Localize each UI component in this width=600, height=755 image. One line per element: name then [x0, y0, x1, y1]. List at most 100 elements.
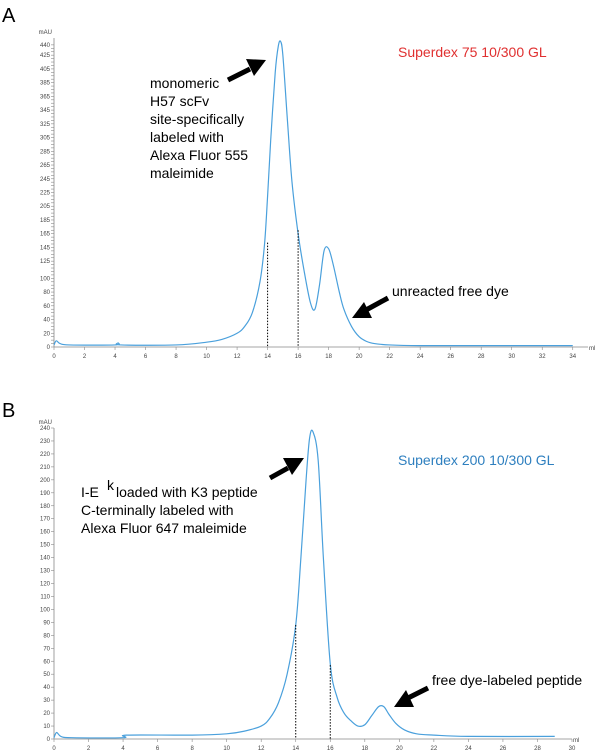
x-tick-label: 20	[356, 354, 363, 360]
y-unit-label: mAU	[39, 30, 52, 36]
y-tick-label: 220	[40, 452, 51, 458]
annotation-line: I-E	[81, 484, 99, 500]
annotation-line: labeled with	[150, 129, 224, 145]
x-tick-label: 6	[144, 354, 148, 360]
x-tick-label: 32	[539, 354, 546, 360]
plot-area-b	[53, 429, 555, 739]
x-unit-label: ml	[589, 346, 595, 352]
annotation-line: site-specifically	[150, 111, 244, 127]
x-tick-label: 4	[113, 354, 117, 360]
x-tick-label: 24	[417, 354, 424, 360]
y-tick-label: 110	[40, 594, 50, 600]
annotation-line: H57 scFv	[150, 93, 209, 109]
y-tick-label: 230	[40, 439, 51, 445]
arrow-icon	[394, 685, 430, 707]
x-tick-label: 2	[83, 354, 87, 360]
x-tick-label: 26	[500, 746, 507, 752]
y-tick-label: 40	[43, 318, 50, 324]
axes-a: 0204060801001251451651852052252452652853…	[39, 30, 596, 360]
column-label-b: Superdex 200 10/300 GL	[398, 452, 555, 468]
x-tick-label: 10	[223, 746, 230, 752]
x-tick-label: 14	[292, 746, 299, 752]
y-tick-label: 80	[43, 290, 50, 296]
y-tick-label: 425	[40, 53, 51, 59]
annotation-free-dye: unreacted free dye	[392, 283, 509, 299]
annotation-line: monomeric	[150, 75, 219, 91]
annotation-line: Alexa Fluor 647 maleimide	[81, 520, 247, 536]
x-tick-label: 0	[52, 354, 56, 360]
y-tick-label: 160	[40, 530, 51, 536]
y-tick-label: 30	[43, 698, 50, 704]
annotation-line: C-terminally labeled with	[81, 502, 234, 518]
annotation-free-peptide: free dye-labeled peptide	[432, 672, 582, 688]
annotation-line: maleimide	[150, 165, 214, 181]
y-tick-label: 180	[40, 504, 51, 510]
y-tick-label: 130	[40, 569, 51, 575]
y-tick-label: 125	[40, 259, 51, 265]
y-tick-label: 225	[40, 191, 51, 197]
y-tick-label: 325	[40, 122, 51, 128]
panel-label-b: B	[2, 400, 15, 422]
arrow-icon	[226, 59, 266, 83]
y-tick-label: 265	[40, 163, 51, 169]
y-tick-label: 150	[40, 543, 51, 549]
x-tick-label: 8	[190, 746, 194, 752]
x-tick-label: 28	[534, 746, 541, 752]
y-tick-label: 345	[40, 108, 51, 114]
x-unit-label: ml	[573, 738, 579, 744]
x-tick-label: 22	[431, 746, 438, 752]
x-tick-label: 22	[386, 354, 393, 360]
y-tick-label: 100	[40, 607, 51, 613]
y-tick-label: 20	[43, 711, 50, 717]
chromatogram-trace	[53, 429, 555, 739]
annotation-superscript: k	[107, 477, 115, 493]
x-tick-label: 30	[508, 354, 515, 360]
axes-b: 0 10 20 30 40 50 60 70 80 90 100 110 120 130 140 150 160…	[39, 420, 580, 752]
y-tick-label: 10	[43, 724, 50, 730]
x-tick-label: 16	[295, 354, 302, 360]
y-tick-label: 20	[43, 331, 50, 337]
y-tick-label: 405	[40, 67, 51, 73]
annotation-line: Alexa Fluor 555	[150, 147, 248, 163]
x-tick-label: 10	[203, 354, 210, 360]
y-tick-label: 210	[40, 465, 51, 471]
x-tick-label: 30	[569, 746, 576, 752]
y-tick-label: 140	[40, 556, 51, 562]
x-tick-label: 18	[325, 354, 332, 360]
annotation-line: loaded with K3 peptide	[116, 484, 258, 500]
x-tick-label: 16	[327, 746, 334, 752]
y-tick-label: 90	[43, 620, 50, 626]
y-tick-label: 365	[40, 94, 51, 100]
x-tick-label: 18	[361, 746, 368, 752]
y-tick-label: 80	[43, 633, 50, 639]
y-tick-label: 200	[40, 478, 51, 484]
y-tick-label: 120	[40, 582, 51, 588]
y-tick-label: 60	[43, 304, 50, 310]
column-label-a: Superdex 75 10/300 GL	[398, 44, 547, 60]
y-tick-label: 240	[40, 426, 51, 432]
x-tick-label: 4	[121, 746, 125, 752]
y-tick-label: 205	[40, 204, 51, 210]
y-tick-label: 385	[40, 81, 51, 87]
y-tick-label: 145	[40, 245, 51, 251]
y-tick-label: 0	[47, 737, 51, 743]
x-tick-label: 26	[447, 354, 454, 360]
x-tick-label: 2	[87, 746, 91, 752]
x-tick-label: 8	[174, 354, 178, 360]
y-tick-label: 60	[43, 659, 50, 665]
y-tick-label: 50	[43, 672, 50, 678]
x-tick-label: 28	[478, 354, 485, 360]
x-tick-label: 12	[234, 354, 241, 360]
y-tick-label: 40	[43, 685, 50, 691]
y-tick-label: 305	[40, 136, 51, 142]
x-tick-label: 12	[258, 746, 265, 752]
chart-panel-a: A Superdex 75 10/300 GL 0204060801001251…	[2, 5, 595, 360]
arrow-icon	[268, 458, 304, 481]
y-tick-label: 70	[43, 646, 50, 652]
y-unit-label: mAU	[39, 420, 52, 426]
y-tick-label: 100	[40, 276, 51, 282]
y-tick-label: 170	[40, 517, 51, 523]
y-tick-label: 165	[40, 232, 51, 238]
chromatogram-trace	[53, 40, 573, 347]
